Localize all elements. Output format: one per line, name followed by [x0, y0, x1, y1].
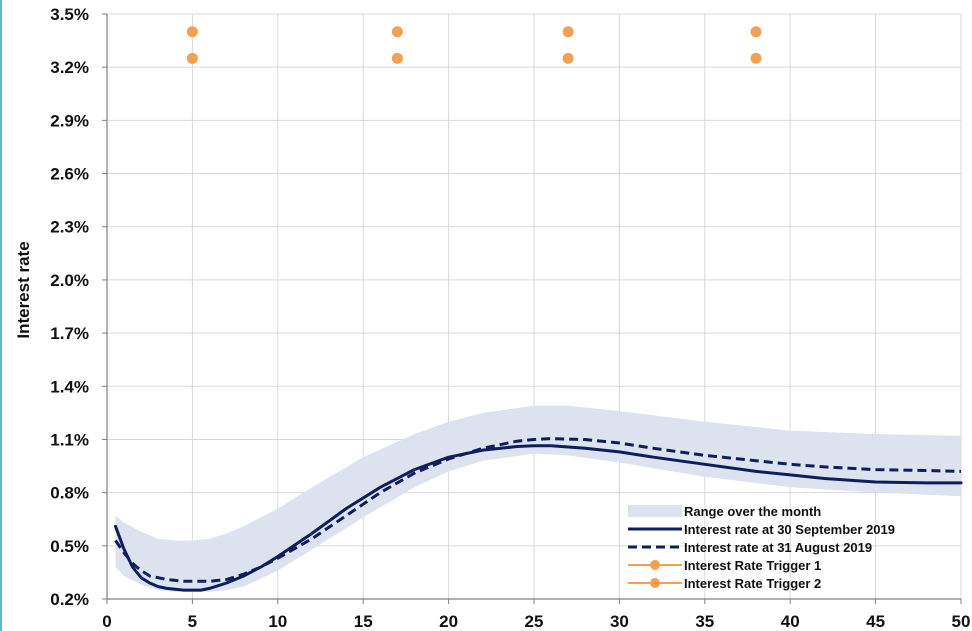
y-tick-label-10: 3.2%: [50, 58, 89, 77]
range-over-month-band: [115, 405, 961, 592]
trigger-2-marker-1: [391, 52, 403, 64]
x-tick-label-2: 10: [268, 612, 287, 631]
y-tick-label-5: 1.7%: [50, 324, 89, 343]
y-tick-label-4: 1.4%: [50, 377, 89, 396]
trigger-1-marker-3: [750, 26, 762, 38]
legend-label-1: Interest rate at 31 August 2019: [684, 540, 872, 555]
x-tick-label-3: 15: [354, 612, 373, 631]
trigger-2-marker-0: [186, 52, 198, 64]
x-tick-label-4: 20: [439, 612, 458, 631]
trigger-1-marker-0: [186, 26, 198, 38]
y-tick-label-9: 2.9%: [50, 111, 89, 130]
trigger-2-marker-2: [562, 52, 574, 64]
legend-swatch-marker-trigger-2: [650, 578, 660, 588]
legend: Range over the month Interest rate at 30 …: [628, 504, 895, 591]
y-tick-label-6: 2.0%: [50, 271, 89, 290]
y-axis-label: Interest rate: [14, 241, 33, 338]
x-tick-label-0: 0: [102, 612, 111, 631]
series-line-august: [114, 437, 962, 583]
x-tick-label-7: 35: [695, 612, 714, 631]
x-tick-label-6: 30: [610, 612, 629, 631]
series-layer: [114, 26, 963, 592]
legend-label-range: Range over the month: [684, 504, 821, 519]
y-tick-label-2: 0.8%: [50, 484, 89, 503]
legend-swatch-marker-trigger-1: [650, 560, 660, 570]
y-tick-label-1: 0.5%: [50, 537, 89, 556]
left-edge-rule: [0, 0, 2, 631]
y-tick-label-11: 3.5%: [50, 5, 89, 24]
range-band-layer: [115, 405, 961, 592]
trigger-2-marker-3: [750, 52, 762, 64]
x-tick-label-5: 25: [525, 612, 544, 631]
trigger-1-marker-1: [391, 26, 403, 38]
x-tick-label-10: 50: [952, 612, 971, 631]
x-tick-label-8: 40: [781, 612, 800, 631]
x-tick-label-9: 45: [866, 612, 885, 631]
series-line-september: [114, 444, 963, 592]
trigger-1-marker-2: [562, 26, 574, 38]
y-tick-label-3: 1.1%: [50, 430, 89, 449]
y-tick-label-7: 2.3%: [50, 218, 89, 237]
legend-label-2: Interest Rate Trigger 1: [684, 558, 821, 573]
x-tick-labels: 0 5 10 15 20 25 30 35 40 45 50: [102, 612, 970, 631]
y-tick-label-0: 0.2%: [50, 590, 89, 609]
legend-label-0: Interest rate at 30 September 2019: [684, 522, 895, 537]
legend-swatch-range: [628, 505, 682, 517]
y-tick-label-8: 2.6%: [50, 165, 89, 184]
y-tick-labels: 0.2% 0.5% 0.8% 1.1% 1.4% 1.7% 2.0% 2.3% 2.6% 2.9%…: [50, 5, 89, 609]
x-tick-label-1: 5: [188, 612, 197, 631]
legend-label-3: Interest Rate Trigger 2: [684, 576, 821, 591]
axis-layer: [102, 13, 962, 604]
